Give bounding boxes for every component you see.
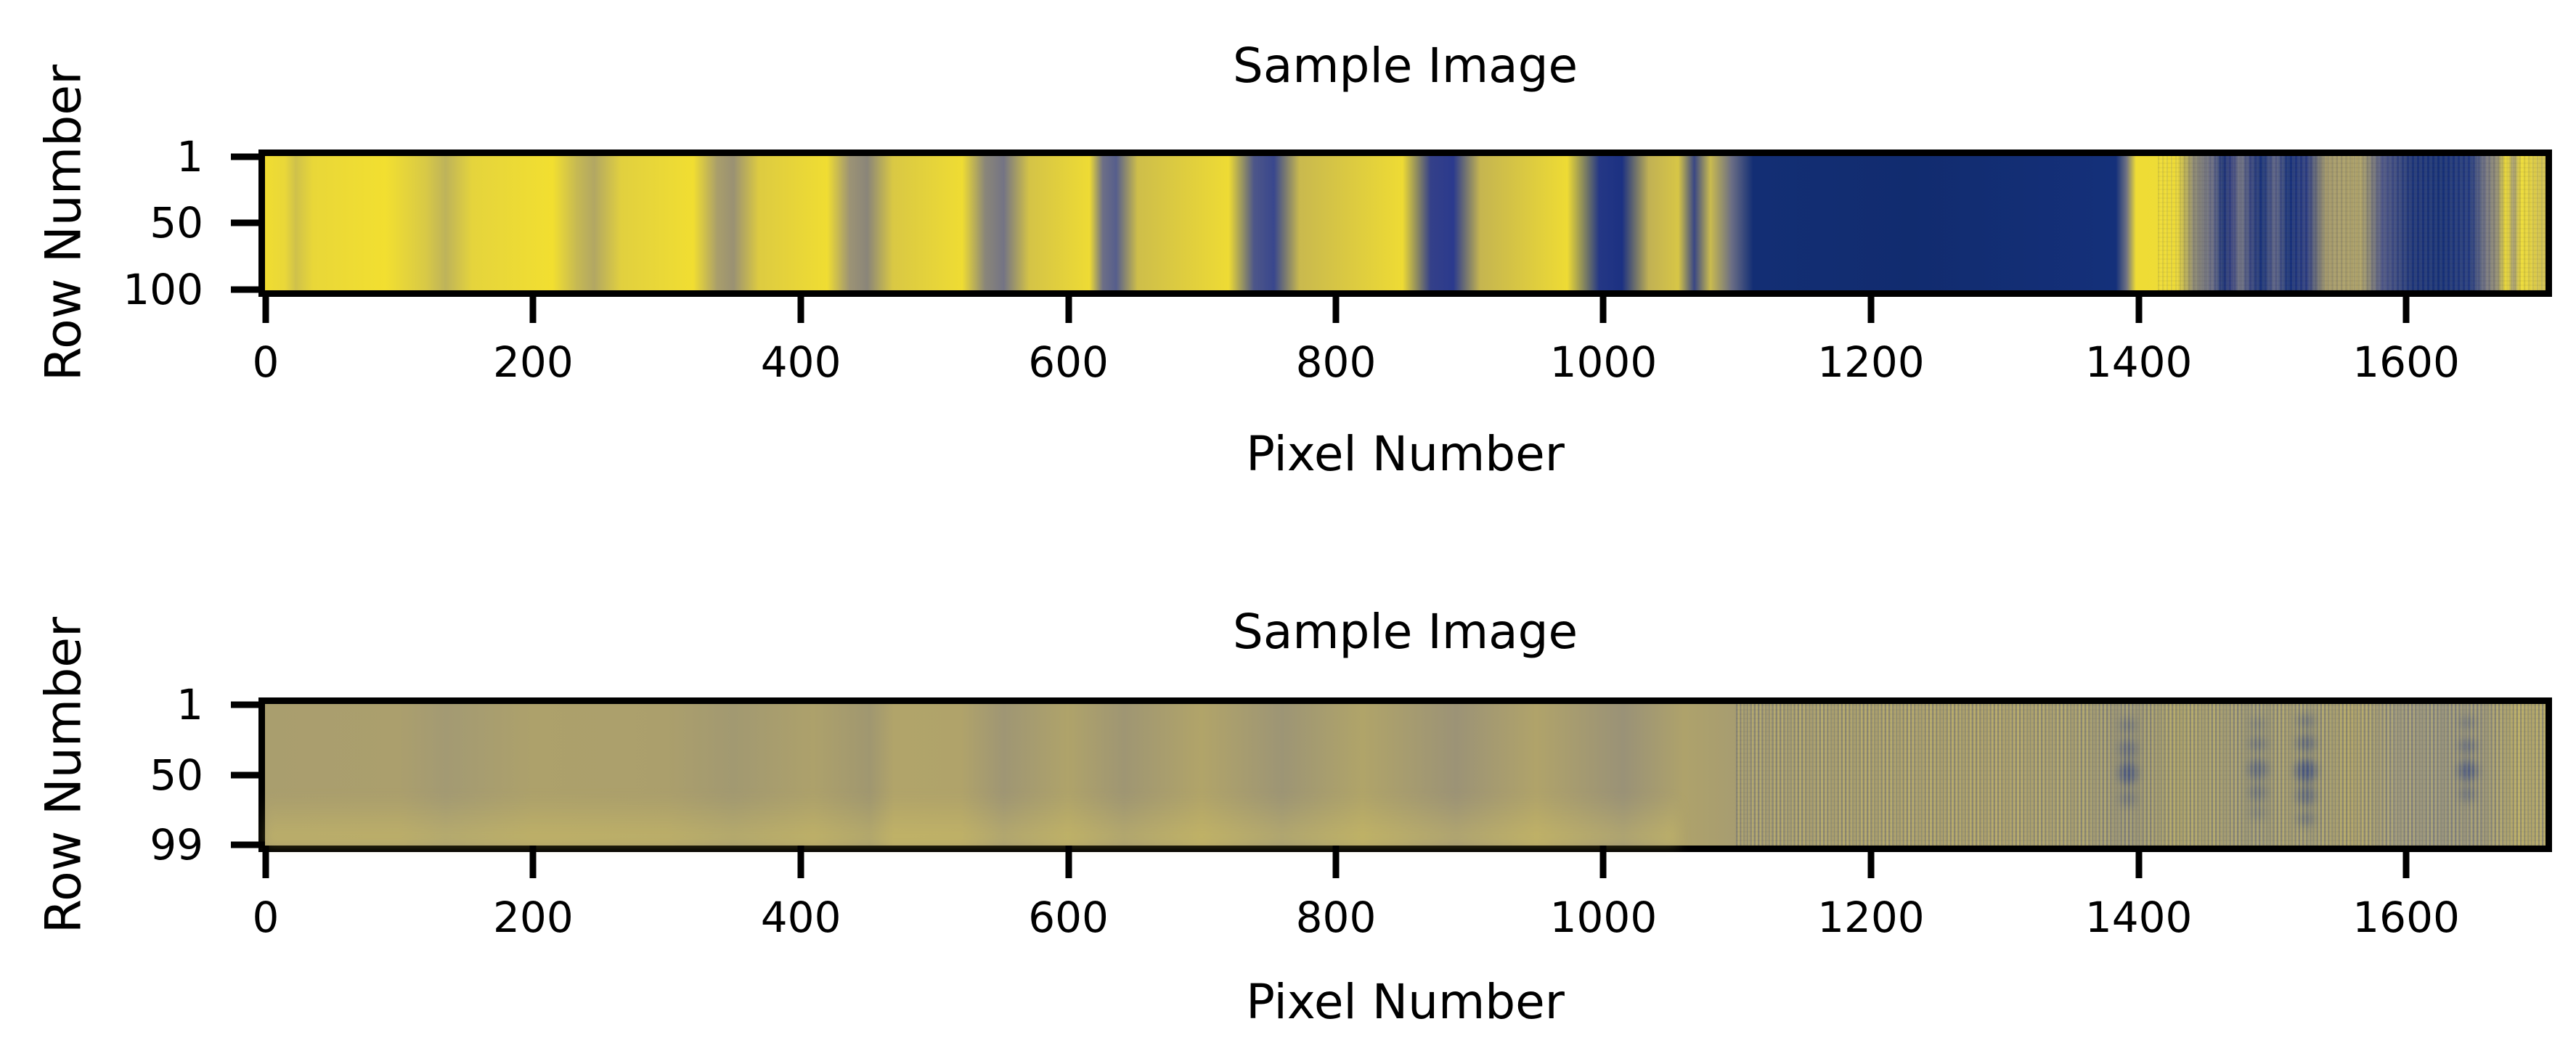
plot2-title: Sample Image [1232, 604, 1578, 660]
x-tick-label: 1400 [2084, 893, 2193, 942]
heatmap-dark-spot [2120, 719, 2137, 733]
x-tick-mark [797, 290, 804, 323]
x-tick-label: 800 [1295, 337, 1377, 387]
plot1-xlabel: Pixel Number [1246, 426, 1565, 482]
heatmap-dark-spot [2460, 787, 2477, 801]
plot2-y-ticks: 1 50 99 [150, 684, 2546, 866]
plot1-heatmap-image [265, 156, 2546, 290]
x-tick-label: 200 [493, 337, 574, 387]
x-tick-label: 600 [1028, 337, 1109, 387]
x-tick-label: 200 [493, 893, 574, 942]
heatmap-dark-spot [2297, 714, 2315, 729]
x-tick-label: 0 [252, 893, 280, 942]
y-tick-label: 50 [150, 750, 203, 800]
y-tick-mark [231, 771, 265, 778]
heatmap-dark-spot [2249, 759, 2268, 779]
heatmap-dark-spot [2296, 759, 2317, 782]
heatmap-bottom-glow [265, 795, 1679, 846]
x-tick-mark [262, 846, 269, 878]
heatmap-dark-spot [2458, 761, 2478, 781]
plot2-ylabel: Row Number [35, 616, 93, 934]
x-tick-mark [262, 290, 269, 323]
plot1-y-ticks: 1 50 100 [123, 136, 2546, 311]
y-tick-mark [231, 219, 265, 226]
heatmap-dark-spot [2120, 790, 2137, 806]
x-tick-label: 400 [760, 893, 841, 942]
y-tick-mark [231, 701, 265, 708]
x-tick-mark [1332, 846, 1340, 878]
x-tick-label: 1200 [1817, 337, 1925, 387]
heatmap-dark-spot [2249, 784, 2267, 801]
x-tick-label: 1200 [1817, 893, 1925, 942]
heatmap-dark-spot [2250, 719, 2267, 730]
plot2-xlabel: Pixel Number [1246, 974, 1565, 1030]
x-tick-mark [1065, 846, 1072, 878]
plot1-title: Sample Image [1232, 38, 1578, 94]
plot1-axes: 0 200 400 600 800 1000 1200 1400 1600 1 50 100 [123, 136, 2552, 383]
x-tick-label: 1600 [2352, 337, 2460, 387]
heatmap-dark-spot [2459, 739, 2477, 753]
plot2-spots-layer [265, 704, 2546, 846]
heatmap-dark-spot [2119, 761, 2137, 785]
heatmap-dark-spot [2119, 740, 2137, 758]
x-tick-mark [2135, 290, 2143, 323]
heatmap-dark-spot [2460, 717, 2477, 729]
plot2-x-ticks: 0 200 400 600 800 1000 1200 1400 1600 [252, 704, 2546, 938]
plot1-ylabel: Row Number [35, 64, 93, 382]
x-tick-label: 400 [760, 337, 841, 387]
x-tick-mark [2402, 846, 2410, 878]
x-tick-label: 0 [252, 337, 280, 387]
y-tick-mark [231, 153, 265, 160]
x-tick-label: 800 [1295, 893, 1377, 942]
x-tick-label: 1600 [2352, 893, 2460, 942]
x-tick-mark [2135, 846, 2143, 878]
y-tick-label: 100 [123, 265, 203, 315]
x-tick-mark [797, 846, 804, 878]
heatmap-dark-spot [2249, 737, 2267, 751]
y-tick-mark [231, 286, 265, 293]
y-tick-label: 1 [176, 131, 203, 181]
y-tick-mark [231, 841, 265, 848]
plot1-x-ticks: 0 200 400 600 800 1000 1200 1400 1600 [252, 156, 2546, 383]
heatmap-dark-spot [2250, 807, 2267, 819]
heatmap-dark-spot [2296, 734, 2316, 752]
x-tick-mark [2402, 290, 2410, 323]
y-tick-label: 99 [150, 820, 203, 870]
heatmap-dark-spot [2297, 811, 2315, 826]
plot2-noise-overlay [1735, 704, 2546, 846]
x-tick-mark [1599, 846, 1607, 878]
x-tick-mark [529, 846, 537, 878]
x-tick-mark [1599, 290, 1607, 323]
heatmap-dark-spot [2296, 785, 2316, 806]
x-tick-label: 1000 [1549, 893, 1658, 942]
plot2-heatmap-image [265, 704, 2546, 846]
x-tick-label: 1400 [2084, 337, 2193, 387]
plot1-noise-overlay [2158, 156, 2546, 290]
x-tick-mark [1332, 290, 1340, 323]
y-tick-label: 50 [150, 197, 203, 247]
plot2-axes: 0 200 400 600 800 1000 1200 1400 1600 1 50 99 [150, 684, 2552, 938]
x-tick-label: 1000 [1549, 337, 1658, 387]
x-tick-mark [529, 290, 537, 323]
x-tick-label: 600 [1028, 893, 1109, 942]
x-tick-mark [1065, 290, 1072, 323]
x-tick-mark [1867, 846, 1875, 878]
y-tick-label: 1 [176, 679, 203, 729]
x-tick-mark [1867, 290, 1875, 323]
